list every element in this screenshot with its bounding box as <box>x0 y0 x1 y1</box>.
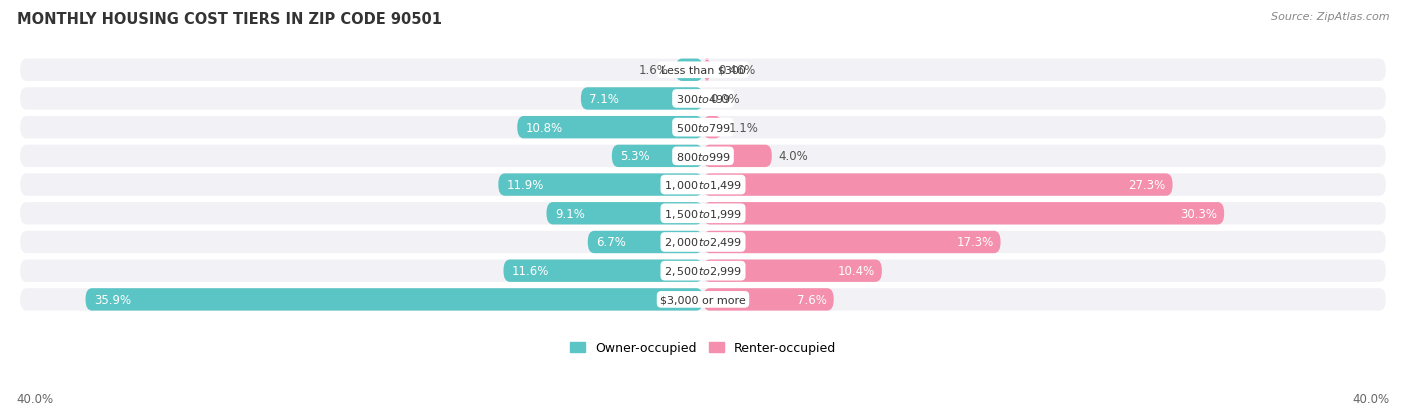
Text: 10.8%: 10.8% <box>526 121 562 134</box>
FancyBboxPatch shape <box>20 145 1386 168</box>
FancyBboxPatch shape <box>20 59 1386 82</box>
Text: 30.3%: 30.3% <box>1180 207 1218 220</box>
Text: 35.9%: 35.9% <box>94 293 131 306</box>
Text: 11.6%: 11.6% <box>512 265 550 278</box>
FancyBboxPatch shape <box>20 289 1386 311</box>
Text: $3,000 or more: $3,000 or more <box>661 295 745 305</box>
Text: $1,500 to $1,999: $1,500 to $1,999 <box>664 207 742 220</box>
Text: 6.7%: 6.7% <box>596 236 626 249</box>
FancyBboxPatch shape <box>20 174 1386 196</box>
Text: 4.0%: 4.0% <box>779 150 808 163</box>
Text: 17.3%: 17.3% <box>956 236 994 249</box>
Text: Less than $300: Less than $300 <box>661 66 745 76</box>
Text: $2,000 to $2,499: $2,000 to $2,499 <box>664 236 742 249</box>
FancyBboxPatch shape <box>547 203 703 225</box>
Text: 40.0%: 40.0% <box>1353 392 1389 405</box>
Text: 5.3%: 5.3% <box>620 150 650 163</box>
Text: 9.1%: 9.1% <box>555 207 585 220</box>
Text: 11.9%: 11.9% <box>508 179 544 192</box>
Text: 0.46%: 0.46% <box>718 64 755 77</box>
FancyBboxPatch shape <box>703 145 772 168</box>
FancyBboxPatch shape <box>703 203 1225 225</box>
Text: 7.1%: 7.1% <box>589 93 620 106</box>
Legend: Owner-occupied, Renter-occupied: Owner-occupied, Renter-occupied <box>569 341 837 354</box>
FancyBboxPatch shape <box>517 117 703 139</box>
Text: 1.1%: 1.1% <box>728 121 759 134</box>
FancyBboxPatch shape <box>675 59 703 82</box>
FancyBboxPatch shape <box>498 174 703 196</box>
FancyBboxPatch shape <box>86 289 703 311</box>
FancyBboxPatch shape <box>703 59 711 82</box>
FancyBboxPatch shape <box>588 231 703 254</box>
FancyBboxPatch shape <box>703 260 882 282</box>
FancyBboxPatch shape <box>20 117 1386 139</box>
FancyBboxPatch shape <box>20 88 1386 110</box>
Text: 27.3%: 27.3% <box>1129 179 1166 192</box>
FancyBboxPatch shape <box>703 231 1001 254</box>
Text: $800 to $999: $800 to $999 <box>675 150 731 162</box>
Text: $500 to $799: $500 to $799 <box>675 122 731 134</box>
Text: $2,500 to $2,999: $2,500 to $2,999 <box>664 265 742 278</box>
Text: $1,000 to $1,499: $1,000 to $1,499 <box>664 179 742 192</box>
Text: 0.0%: 0.0% <box>710 93 740 106</box>
Text: $300 to $499: $300 to $499 <box>675 93 731 105</box>
FancyBboxPatch shape <box>703 174 1173 196</box>
FancyBboxPatch shape <box>20 260 1386 282</box>
FancyBboxPatch shape <box>703 289 834 311</box>
Text: 1.6%: 1.6% <box>638 64 669 77</box>
Text: 40.0%: 40.0% <box>17 392 53 405</box>
Text: 10.4%: 10.4% <box>838 265 875 278</box>
FancyBboxPatch shape <box>503 260 703 282</box>
FancyBboxPatch shape <box>612 145 703 168</box>
FancyBboxPatch shape <box>703 117 721 139</box>
FancyBboxPatch shape <box>20 231 1386 254</box>
Text: 7.6%: 7.6% <box>797 293 827 306</box>
Text: MONTHLY HOUSING COST TIERS IN ZIP CODE 90501: MONTHLY HOUSING COST TIERS IN ZIP CODE 9… <box>17 12 441 27</box>
Text: Source: ZipAtlas.com: Source: ZipAtlas.com <box>1271 12 1389 22</box>
FancyBboxPatch shape <box>20 203 1386 225</box>
FancyBboxPatch shape <box>581 88 703 110</box>
